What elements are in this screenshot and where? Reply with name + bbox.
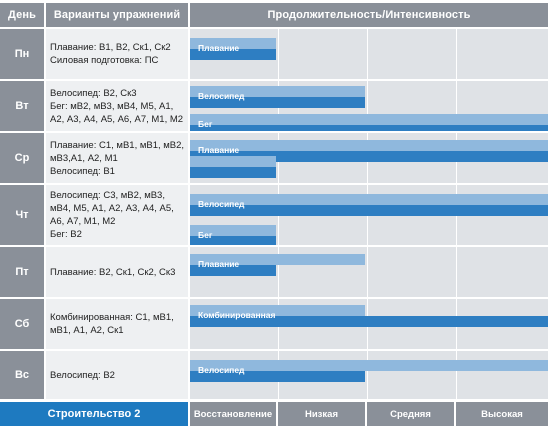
bar-label: Комбинированная <box>198 310 276 320</box>
exercise-cell: Плавание: В1, В2, Ск1, Ск2 Силовая подгот… <box>46 29 188 79</box>
exercise-line: Плавание: В2, Ск1, Ск2, Ск3 <box>50 267 176 278</box>
scale-recovery: Восстановление <box>190 402 276 426</box>
intensity-bar-light <box>190 38 276 49</box>
duration-bar-dark <box>190 371 365 382</box>
exercise-line: Плавание: С1, мВ1, мВ1, мВ2, <box>50 140 185 151</box>
intensity-bar-light <box>190 86 365 97</box>
bar-label: Велосипед <box>198 365 245 375</box>
scale-medium: Средняя <box>367 402 454 426</box>
exercise-line: Плавание: В1, В2, Ск1, Ск2 <box>50 42 171 53</box>
header-exercises: Варианты упражнений <box>46 3 188 27</box>
grid-line <box>456 247 457 297</box>
day-cell: Ср <box>0 133 44 183</box>
duration-cell: Плавание <box>190 29 548 79</box>
header-duration: Продолжительность/Интенсивность <box>190 3 548 27</box>
bar-label: Плавание <box>198 259 240 269</box>
grid-line <box>367 247 368 297</box>
day-cell: Сб <box>0 299 44 349</box>
exercise-line: мВ1, А1, А2, Ск1 <box>50 325 124 336</box>
day-cell: Вт <box>0 81 44 131</box>
intensity-bar-light <box>190 254 365 265</box>
grid-line <box>367 351 368 399</box>
duration-cell: Велосипед Бег <box>190 185 548 245</box>
duration-bar-dark <box>190 49 276 60</box>
duration-bar-dark <box>190 265 276 276</box>
header-day: День <box>0 3 44 27</box>
duration-bar-dark <box>190 97 365 108</box>
duration-bar-dark <box>190 236 276 245</box>
exercise-line: Велосипед: В1 <box>50 166 115 177</box>
intensity-bar-light <box>190 225 276 236</box>
exercise-line: Велосипед: В2, Ск3 <box>50 88 137 99</box>
bar-label: Велосипед <box>198 91 245 101</box>
intensity-bar-light <box>190 156 276 167</box>
bar-label: Бег <box>198 230 213 240</box>
duration-bar-dark <box>190 167 276 178</box>
exercise-cell: Плавание: С1, мВ1, мВ1, мВ2, мВ3,А1, А2, … <box>46 133 188 183</box>
scale-low: Низкая <box>278 402 365 426</box>
bar-label: Плавание <box>198 145 240 155</box>
duration-cell: Комбинированная <box>190 299 548 349</box>
grid-line <box>367 81 368 131</box>
day-cell: Пт <box>0 247 44 297</box>
exercise-cell: Велосипед: С3, мВ2, мВ3, мВ4, М5, А1, А2,… <box>46 185 188 245</box>
duration-bar-dark <box>190 151 548 162</box>
grid-line <box>456 351 457 399</box>
grid-line <box>278 247 279 297</box>
intensity-bar-light <box>190 194 548 205</box>
exercise-line: мВ3,А1, А2, М1 <box>50 153 118 164</box>
duration-cell: Велосипед Бег <box>190 81 548 131</box>
intensity-bar-light <box>190 114 548 125</box>
duration-cell: Плавание <box>190 133 548 183</box>
exercise-cell: Велосипед: В2, Ск3 Бег: мВ2, мВ3, мВ4, М5… <box>46 81 188 131</box>
exercise-line: Комбинированная: С1, мВ1, <box>50 312 174 323</box>
intensity-bar-light <box>190 140 548 151</box>
day-cell: Чт <box>0 185 44 245</box>
exercise-cell: Плавание: В2, Ск1, Ск2, Ск3 <box>46 247 188 297</box>
day-cell: Пн <box>0 29 44 79</box>
duration-bar-dark <box>190 316 548 327</box>
exercise-line: Силовая подготовка: ПС <box>50 55 159 66</box>
grid-line <box>456 81 457 131</box>
duration-bar-dark <box>190 205 548 216</box>
scale-high: Высокая <box>456 402 548 426</box>
exercise-line: мВ4, М5, А1, А2, А3, А4, А5, <box>50 203 174 214</box>
exercise-line: Велосипед: С3, мВ2, мВ3, <box>50 190 165 201</box>
bar-label: Велосипед <box>198 199 245 209</box>
bar-label: Бег <box>198 119 213 129</box>
exercise-line: А6, А7, М1, М2 <box>50 216 116 227</box>
grid-line <box>278 29 279 79</box>
grid-line <box>367 29 368 79</box>
exercise-line: Бег: В2 <box>50 229 82 240</box>
grid-line <box>456 29 457 79</box>
day-cell: Вс <box>0 351 44 399</box>
exercise-cell: Комбинированная: С1, мВ1, мВ1, А1, А2, Ск… <box>46 299 188 349</box>
exercise-line: Велосипед: В2 <box>50 370 115 381</box>
intensity-bar-light <box>190 360 548 371</box>
intensity-bar-light <box>190 305 365 316</box>
block-title: Строительство 2 <box>0 402 188 426</box>
duration-cell: Плавание <box>190 247 548 297</box>
exercise-line: А2, А3, А4, А5, А6, А7, М1, М2 <box>50 114 184 125</box>
duration-cell: Велосипед <box>190 351 548 399</box>
duration-bar-dark <box>190 125 548 131</box>
exercise-cell: Велосипед: В2 <box>46 351 188 399</box>
exercise-line: Бег: мВ2, мВ3, мВ4, М5, А1, <box>50 101 174 112</box>
bar-label: Плавание <box>198 43 240 53</box>
